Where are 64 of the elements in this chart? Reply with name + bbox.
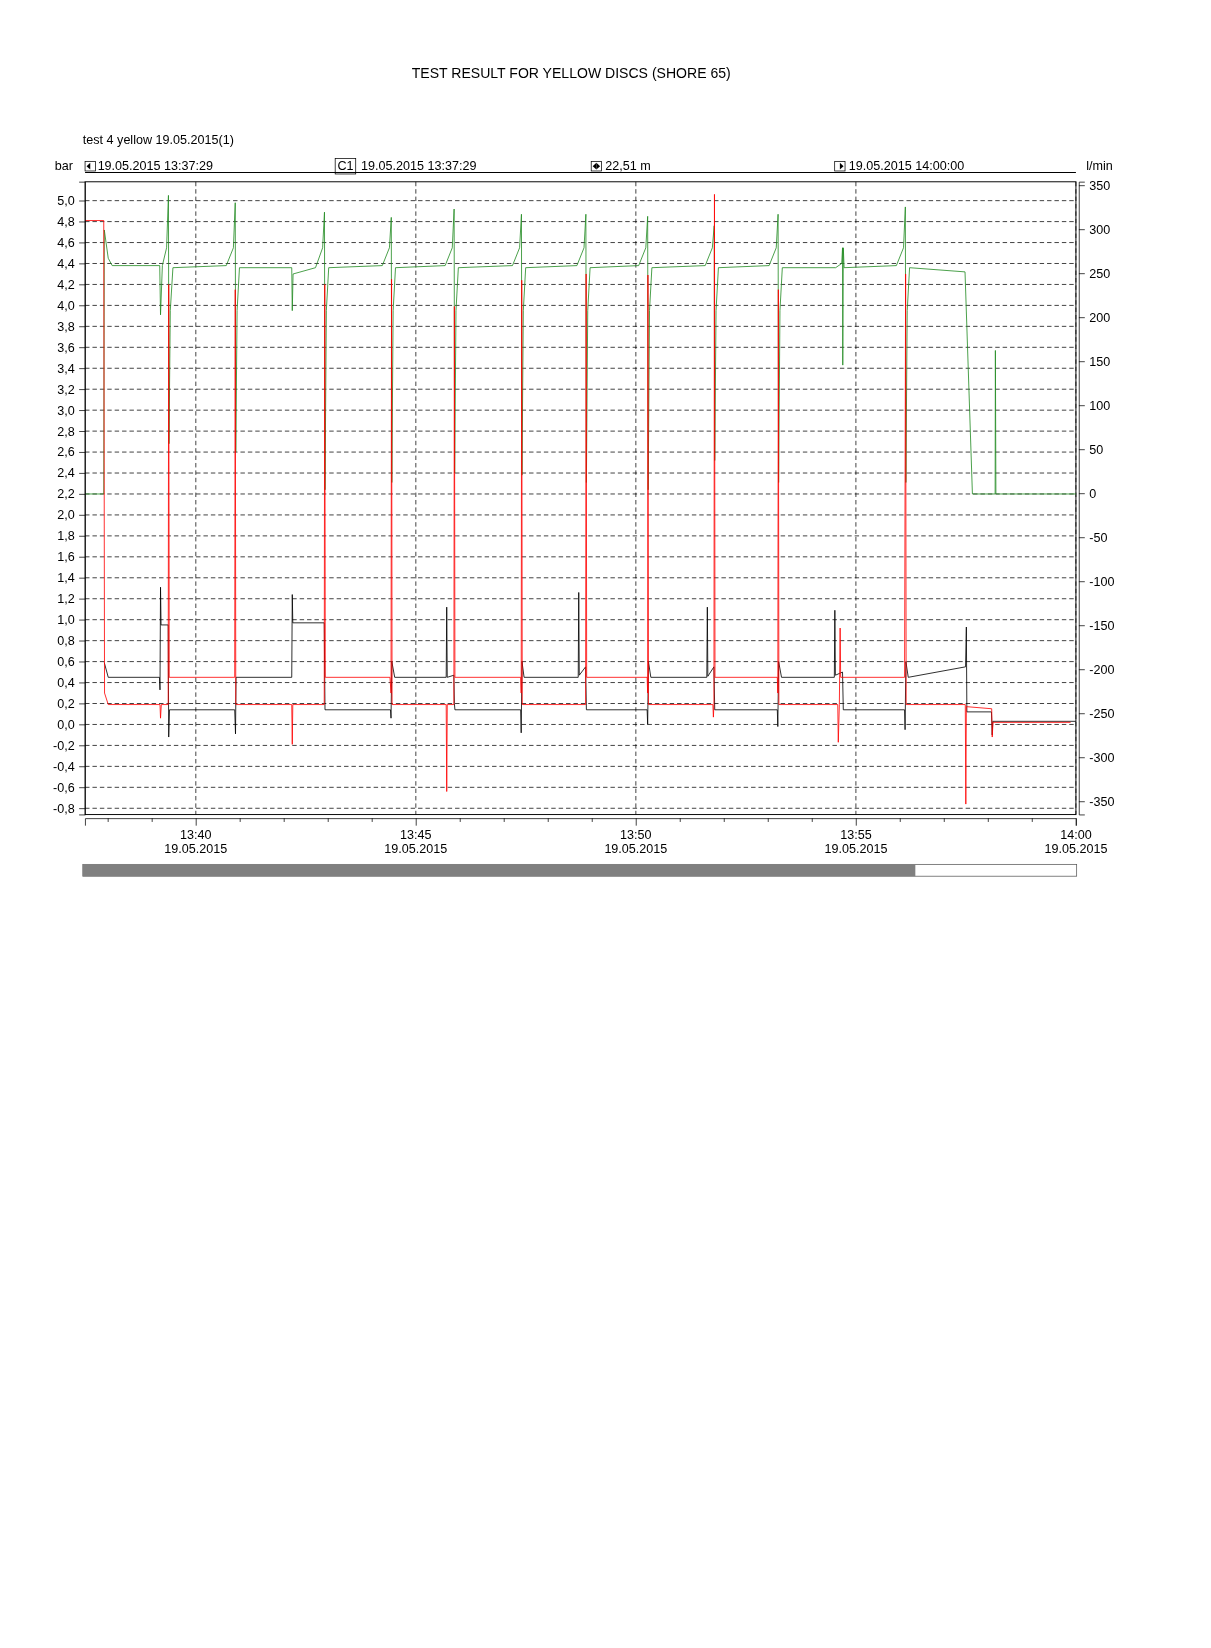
y-tick-label: 1,0 [57,613,75,628]
chart-title: TEST RESULT FOR YELLOW DISCS (SHORE 65) [411,65,731,82]
x-tick-label: 13:45 [400,827,432,842]
y-tick-label: -0,4 [53,759,75,774]
y2-tick-label: -50 [1089,530,1108,545]
y-tick-label: 2,8 [57,424,75,439]
chart-subtitle: test 4 yellow 19.05.2015(1) [82,132,234,147]
y-tick-label: 3,2 [57,382,75,397]
y2-tick-label: -300 [1089,750,1115,765]
text: 19.05.2015 [604,842,668,857]
x-tick-label: 13:55 [840,827,872,842]
y-tick-label: 0,8 [57,634,75,649]
y-tick-label: 4,2 [57,277,75,292]
y-tick-label: 3,8 [57,319,75,334]
y2-tick-label: -350 [1089,794,1115,809]
y-tick-label: 5,0 [57,194,75,209]
y-tick-label: 0,0 [57,717,75,732]
line-series [84,193,1072,805]
y-tick-label: 3,0 [57,403,75,418]
y-axis-title: bar [54,159,73,174]
y2-tick-label: -250 [1089,706,1115,721]
y-tick-label: 1,4 [57,571,75,586]
y-tick-label: 2,0 [57,508,75,523]
text: 19.05.2015 [384,842,448,857]
y-tick-label: 1,2 [57,592,75,607]
y-tick-label: -0,6 [53,780,75,795]
y-tick-label: -0,8 [53,801,75,816]
y-tick-label: 0,4 [57,675,75,690]
y-tick-label: 1,8 [57,529,75,544]
y-tick-label: 3,6 [57,340,75,355]
y2-tick-label: -150 [1089,618,1115,633]
y-tick-label: 0,2 [57,696,75,711]
y2-tick-label: 150 [1089,354,1111,369]
x-tick-label: 13:40 [180,827,212,842]
text: 19.05.2015 [164,842,228,857]
text: 22,51 m [605,159,651,174]
y2-tick-label: 250 [1089,266,1111,281]
x-tick-label: 13:50 [620,827,652,842]
y-tick-label: 4,6 [57,235,75,250]
text: 19.05.2015 [1044,842,1108,857]
y2-tick-label: 300 [1089,222,1111,237]
y-tick-label: 3,4 [57,361,75,376]
x-tick-label: 14:00 [1060,827,1092,842]
y-tick-label: 0,6 [57,655,75,669]
y-tick-label: 2,6 [57,445,75,460]
y-tick-label: 4,8 [57,214,75,229]
y2-tick-label: 100 [1089,398,1111,413]
text: 19.05.2015 14:00:00 [848,159,965,174]
y-tick-label: 1,6 [57,550,75,565]
text: 19.05.2015 [824,842,888,857]
y2-tick-label: -200 [1089,662,1115,677]
y-tick-label: 4,4 [57,256,75,271]
y-tick-label: 2,2 [57,487,75,502]
y2-tick-label: 200 [1089,310,1111,325]
y-tick-label: -0,2 [53,738,75,753]
y-tick-label: 4,0 [57,298,75,313]
y2-axis-title: l/min [1086,159,1113,174]
y-tick-label: 2,4 [57,466,75,481]
y2-tick-label: 350 [1089,178,1111,193]
y2-tick-label: 50 [1089,442,1104,457]
y2-tick-label: -100 [1089,574,1115,589]
y2-tick-label: 0 [1089,486,1097,501]
text: 19.05.2015 13:37:29 [97,159,214,174]
text: 19.05.2015 13:37:29 [361,159,477,174]
